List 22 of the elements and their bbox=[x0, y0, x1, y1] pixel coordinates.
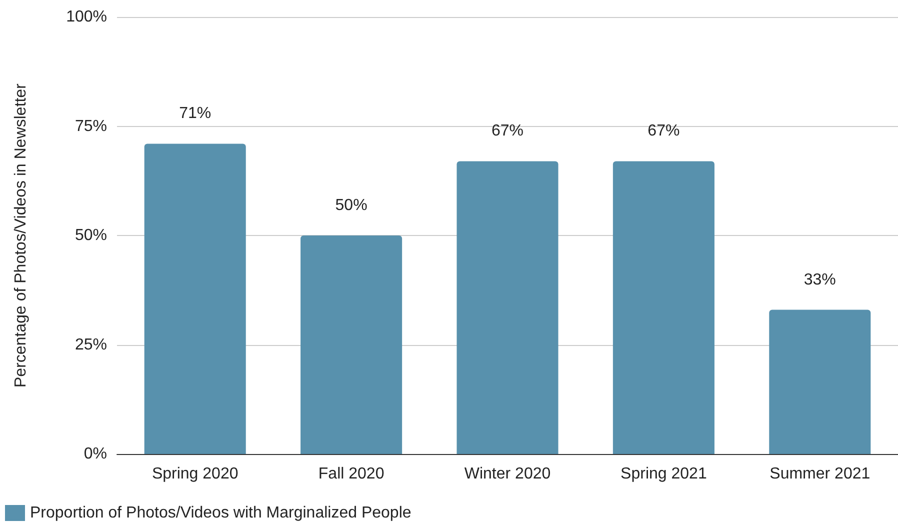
x-tick-label: Spring 2020 bbox=[152, 466, 238, 482]
legend-label: Proportion of Photos/Videos with Marginalized People bbox=[30, 504, 412, 522]
y-tick-label: 50% bbox=[74, 227, 107, 244]
bar bbox=[769, 310, 871, 454]
data-label: 33% bbox=[804, 271, 836, 288]
x-tick-label: Fall 2020 bbox=[318, 466, 384, 482]
data-label: 71% bbox=[179, 105, 212, 122]
y-tick-label: 75% bbox=[74, 118, 107, 135]
data-label: 67% bbox=[648, 122, 680, 140]
bar bbox=[144, 144, 246, 454]
bar bbox=[300, 236, 402, 454]
y-tick-label: 100% bbox=[66, 8, 107, 26]
y-axis-title: Percentage of Photos/Videos in Newsletter bbox=[12, 82, 30, 388]
x-tick-label: Summer 2021 bbox=[770, 466, 870, 482]
x-tick-label: Winter 2020 bbox=[464, 466, 551, 482]
x-tick-label: Spring 2021 bbox=[620, 466, 707, 482]
bar bbox=[612, 161, 714, 454]
y-tick-label: 0% bbox=[84, 446, 107, 462]
bar bbox=[456, 161, 558, 454]
data-label: 67% bbox=[491, 122, 524, 140]
y-tick-label: 25% bbox=[74, 336, 107, 354]
data-label: 50% bbox=[335, 197, 368, 214]
